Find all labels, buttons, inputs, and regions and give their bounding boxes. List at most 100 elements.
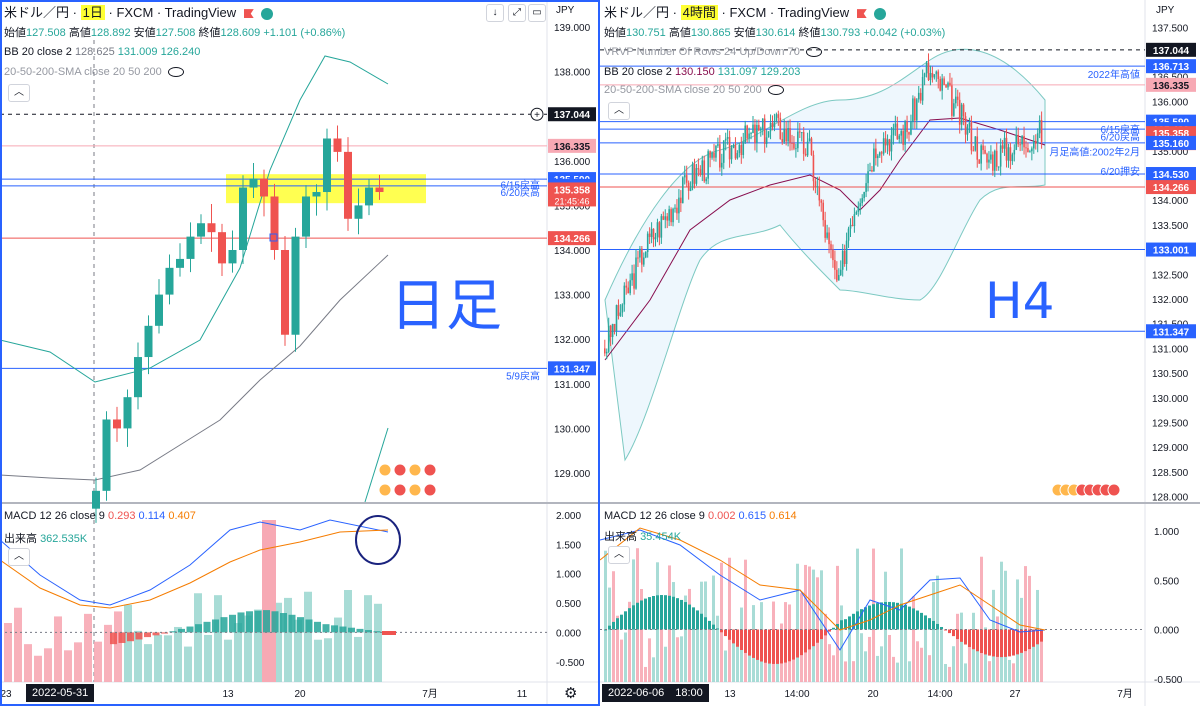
candle <box>672 208 674 223</box>
timeframe-label[interactable]: 4時間 <box>680 5 718 20</box>
candle <box>953 103 955 116</box>
gear-icon[interactable]: ⚙ <box>564 685 578 702</box>
volume-bar <box>214 595 222 682</box>
volume-bar <box>956 613 959 682</box>
macd-histogram-bar <box>844 619 847 630</box>
symbol-header[interactable]: 米ドル／円 · 1日 · FXCM · TradingView <box>4 2 274 21</box>
candle <box>795 148 797 150</box>
candle <box>674 207 676 209</box>
volume-bar <box>616 615 619 682</box>
volume-bar <box>848 625 851 682</box>
symbol-header[interactable]: 米ドル／円 · 4時間 · FXCM · TradingView <box>604 2 887 21</box>
flag-icon[interactable] <box>856 9 867 19</box>
candle <box>956 96 959 100</box>
price-tick: 129.000 <box>554 469 591 480</box>
macd-histogram-bar <box>912 608 915 630</box>
macd-histogram-bar <box>848 616 851 630</box>
macd-histogram-bar <box>322 624 330 633</box>
currency-label: JPY <box>556 5 575 16</box>
price-tick: 135.000 <box>554 201 591 212</box>
timeframe-label[interactable]: 1日 <box>80 5 105 20</box>
maximize-icon[interactable]: ⤢ <box>508 4 526 22</box>
eye-hidden-icon[interactable] <box>805 47 822 58</box>
candle <box>836 269 838 281</box>
volume-bar <box>344 590 352 682</box>
volume-bar <box>284 597 292 682</box>
candle <box>960 104 963 125</box>
close-icon[interactable]: ▭ <box>528 4 546 22</box>
arrow-down-icon[interactable]: ↓ <box>486 4 504 22</box>
symbol-name[interactable]: 米ドル／円 <box>604 5 670 20</box>
event-icon <box>423 463 437 477</box>
collapse-macd-icon[interactable]: ︿ <box>8 548 30 566</box>
macd-histogram-bar <box>832 627 835 630</box>
volume-bar <box>824 613 827 682</box>
collapse-legend-icon[interactable]: ︿ <box>608 102 630 120</box>
bb-legend[interactable]: BB 20 close 2 130.150 131.097 129.203 <box>604 66 801 78</box>
candle <box>738 145 741 153</box>
candle <box>701 160 704 176</box>
price-tick: 132.500 <box>1152 270 1189 281</box>
volume-bar <box>680 636 683 682</box>
event-icon <box>423 483 437 497</box>
volume-bar <box>676 637 679 682</box>
macd-histogram-bar <box>828 629 831 632</box>
candle <box>748 133 750 139</box>
macd-histogram-bar <box>356 628 364 633</box>
volume-bar <box>820 570 823 682</box>
bb-legend[interactable]: BB 20 close 2 128.625 131.009 126.240 <box>4 46 201 58</box>
vrvp-legend[interactable]: VRVP Number Of Rows 24 Up/Down 70 <box>604 46 822 58</box>
candle <box>958 99 961 125</box>
macd-histogram-bar <box>339 626 347 633</box>
macd-histogram-bar <box>203 621 211 633</box>
chart-pane-daily[interactable]: JPY139.000138.000137.000136.000135.00013… <box>0 0 600 706</box>
volume-legend[interactable]: 出来高 362.535K <box>4 533 88 545</box>
macd-last-bar <box>382 631 396 635</box>
candle <box>627 287 629 294</box>
macd-histogram-bar <box>624 611 627 630</box>
daily-chart-canvas[interactable]: JPY139.000138.000137.000136.000135.00013… <box>0 0 600 706</box>
candle <box>949 82 951 86</box>
symbol-name[interactable]: 米ドル／円 <box>4 5 70 20</box>
candle <box>775 114 778 121</box>
macd-legend[interactable]: MACD 12 26 close 9 0.293 0.114 0.407 <box>4 510 196 522</box>
h4-chart-canvas[interactable]: JPY137.500137.000136.500136.000135.50013… <box>600 0 1200 706</box>
chart-pane-4h[interactable]: JPY137.500137.000136.500136.000135.50013… <box>600 0 1200 706</box>
time-tick: 14:00 <box>927 689 952 700</box>
macd-histogram-bar <box>920 612 923 630</box>
sma-legend[interactable]: 20-50-200-SMA close 20 50 200 <box>4 66 184 78</box>
flag-icon[interactable] <box>243 9 254 19</box>
candle <box>921 77 924 101</box>
volume-bar <box>664 646 667 682</box>
collapse-legend-icon[interactable]: ︿ <box>8 84 30 102</box>
macd-tick: 0.500 <box>556 599 581 610</box>
price-tick: 130.000 <box>1152 394 1189 405</box>
macd-histogram-bar <box>804 629 807 653</box>
volume-bar <box>948 666 951 682</box>
candle <box>1019 144 1021 146</box>
eye-hidden-icon[interactable] <box>767 85 784 96</box>
candle <box>988 159 990 163</box>
candle <box>1007 147 1010 161</box>
macd-histogram-bar <box>796 629 799 658</box>
macd-legend[interactable]: MACD 12 26 close 9 0.002 0.615 0.614 <box>604 510 797 522</box>
volume-bar <box>648 638 651 682</box>
candle <box>951 85 953 116</box>
volume-legend[interactable]: 出来高 35.454K <box>604 531 682 543</box>
candle <box>176 258 184 268</box>
candle <box>859 203 862 207</box>
macd-histogram-bar <box>980 629 983 653</box>
sma-legend[interactable]: 20-50-200-SMA close 20 50 200 <box>604 84 784 96</box>
collapse-macd-icon[interactable]: ︿ <box>608 546 630 564</box>
eye-hidden-icon[interactable] <box>167 67 184 78</box>
volume-bar <box>840 605 843 682</box>
candle <box>781 139 784 143</box>
time-tick: 7月 <box>1117 688 1133 700</box>
candle <box>773 120 776 128</box>
volume-bar <box>640 589 643 682</box>
volume-bar <box>1012 663 1015 682</box>
candle <box>754 124 756 143</box>
candle <box>890 135 893 152</box>
candle <box>914 98 916 121</box>
price-tick: 136.000 <box>554 157 591 168</box>
